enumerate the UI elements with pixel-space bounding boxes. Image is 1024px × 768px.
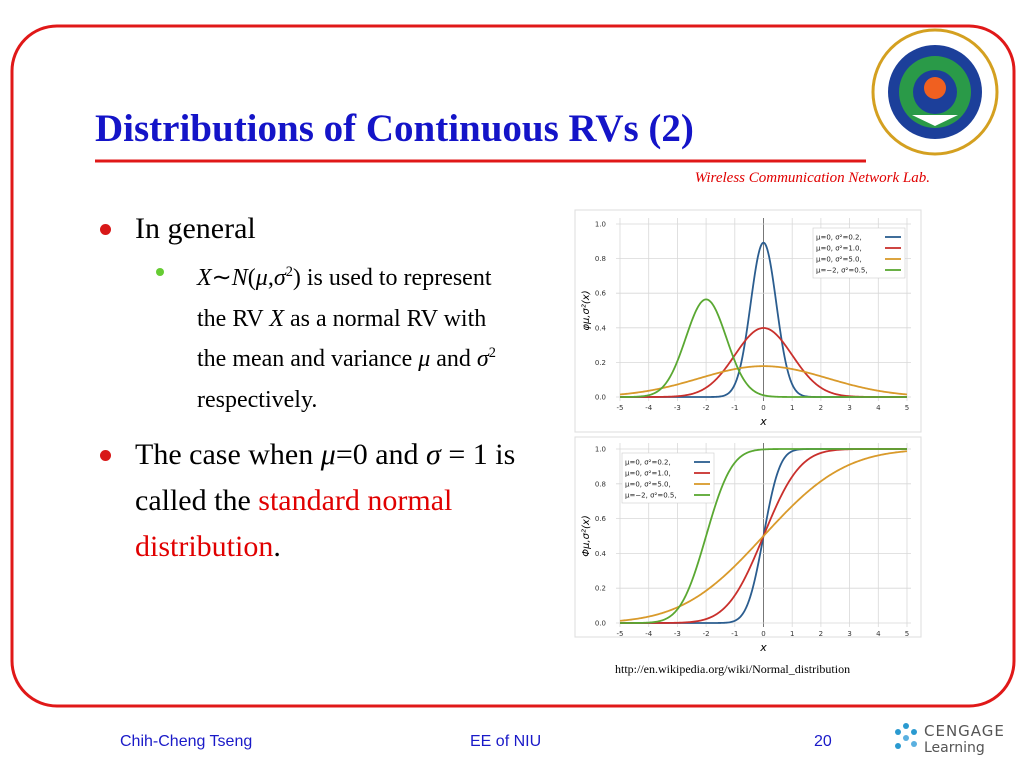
x-tick-label: -5 bbox=[617, 630, 624, 638]
bullet: X∼N(μ,σ2) is used to represent the RV X … bbox=[156, 258, 502, 420]
x-tick-label: -3 bbox=[674, 404, 681, 412]
bullet-text: . bbox=[273, 530, 281, 563]
figure: -5 -4 -3 -2 -1 0 1 2 3 4 5 0.0 0.2 0.4 0.6 0.8 1.0 x Φμ,σ²… bbox=[574, 436, 922, 654]
legend-label: μ=0, σ²=5.0, bbox=[816, 256, 862, 264]
x-tick-label: -1 bbox=[731, 404, 738, 412]
x-tick-label: 2 bbox=[819, 630, 823, 638]
curve bbox=[620, 448, 907, 624]
x-tick-label: -4 bbox=[645, 630, 653, 638]
logo-subtext: Learning bbox=[924, 740, 985, 756]
bullet-text: =0 and bbox=[335, 438, 427, 471]
x-tick-label: -1 bbox=[731, 630, 738, 638]
y-tick-label: 0.0 bbox=[595, 394, 606, 402]
x-tick-label: -4 bbox=[645, 404, 653, 412]
y-tick-label: 0.8 bbox=[595, 480, 606, 488]
bullet-text: μ bbox=[418, 346, 431, 372]
footer-page: 20 bbox=[814, 733, 832, 750]
bullet-text: , bbox=[267, 265, 274, 291]
bullet-text: as a normal RV with the mean and varianc… bbox=[197, 305, 487, 373]
x-tick-label: 1 bbox=[790, 404, 794, 412]
bullet-text: standard normal distribution bbox=[135, 484, 453, 563]
bullet-text: In general bbox=[135, 212, 256, 245]
university-logo bbox=[871, 28, 999, 156]
legend-label: μ=0, σ²=0.2, bbox=[816, 234, 862, 242]
x-tick-label: 5 bbox=[905, 404, 909, 412]
bullet-text: = 1 is called the bbox=[135, 438, 516, 517]
x-tick-label: 4 bbox=[876, 630, 881, 638]
x-tick-label: 2 bbox=[819, 404, 823, 412]
y-tick-label: 0.0 bbox=[595, 620, 606, 628]
bullet-list: In general X∼N(μ,σ2) is used to represent… bbox=[100, 206, 530, 576]
legend-label: μ=0, σ²=1.0, bbox=[816, 245, 862, 253]
bullet-text: and bbox=[430, 346, 477, 372]
x-tick-label: 4 bbox=[876, 404, 881, 412]
y-tick-label: 0.2 bbox=[595, 359, 606, 367]
bullet-text: ) is used to represent the RV bbox=[197, 265, 492, 332]
bullet: The case when μ=0 and σ = 1 is called th… bbox=[100, 432, 520, 570]
x-axis-label: x bbox=[759, 641, 767, 654]
y-tick-label: 0.4 bbox=[595, 324, 607, 332]
bullet-text: 2 bbox=[488, 345, 496, 361]
figure: -5 -4 -3 -2 -1 0 1 2 3 4 5 0.0 0.2 0.4 0.6 0.8 1.0 x φμ,σ²… bbox=[574, 209, 922, 433]
legend-label: μ=0, σ²=0.2, bbox=[625, 459, 671, 467]
curve bbox=[619, 365, 908, 396]
bullet-text: X bbox=[269, 305, 284, 332]
y-axis-label: φμ,σ²(x) bbox=[581, 290, 592, 330]
bullet-text: μ bbox=[320, 438, 336, 471]
bullet: In general bbox=[100, 206, 520, 252]
y-tick-label: 0.8 bbox=[595, 255, 606, 263]
x-tick-label: 0 bbox=[761, 630, 765, 638]
y-tick-label: 1.0 bbox=[595, 221, 606, 229]
legend-label: μ=−2, σ²=0.5, bbox=[625, 492, 677, 500]
x-tick-label: -5 bbox=[617, 404, 624, 412]
bullet-text: σ bbox=[476, 346, 489, 372]
x-tick-label: 0 bbox=[761, 404, 765, 412]
bullet-text: μ bbox=[255, 265, 268, 291]
slide-border bbox=[10, 24, 1016, 708]
bullet-text: σ bbox=[426, 438, 441, 471]
curve bbox=[619, 450, 908, 622]
cengage-mark bbox=[895, 723, 917, 749]
x-axis-label: x bbox=[759, 415, 767, 428]
curve bbox=[620, 298, 907, 398]
x-tick-label: 5 bbox=[905, 630, 909, 638]
x-tick-label: 3 bbox=[847, 630, 851, 638]
x-tick-label: -3 bbox=[674, 630, 681, 638]
bullet-text: ( bbox=[247, 265, 256, 291]
bullet-text: The case when bbox=[135, 438, 321, 471]
y-axis-label: Φμ,σ²(x) bbox=[581, 515, 592, 556]
bullet-text: σ bbox=[273, 265, 286, 291]
bullet-text: X bbox=[197, 265, 212, 291]
y-tick-label: 0.4 bbox=[595, 550, 607, 558]
logo-text: CENGAGE bbox=[924, 722, 1005, 740]
legend-label: μ=0, σ²=5.0, bbox=[625, 481, 671, 489]
bullet-text: respectively. bbox=[197, 386, 318, 413]
bullet-text: ∼ bbox=[211, 265, 232, 291]
footer-course: EE of NIU bbox=[470, 733, 542, 750]
legend-label: μ=0, σ²=1.0, bbox=[625, 470, 671, 478]
x-tick-label: -2 bbox=[703, 630, 710, 638]
slide-title: Distributions of Continuous RVs (2) bbox=[95, 107, 694, 150]
lab-name: Wireless Communication Network Lab. bbox=[694, 170, 930, 186]
y-tick-label: 1.0 bbox=[595, 446, 606, 454]
x-tick-label: 1 bbox=[790, 630, 794, 638]
x-tick-label: 3 bbox=[847, 404, 851, 412]
y-tick-label: 0.6 bbox=[595, 515, 607, 523]
footer-author: Chih-Cheng Tseng bbox=[120, 733, 253, 750]
bullet-text: 2 bbox=[285, 264, 293, 280]
y-tick-label: 0.6 bbox=[595, 290, 607, 298]
bullet-text: N bbox=[231, 265, 248, 291]
x-tick-label: -2 bbox=[703, 404, 710, 412]
legend-label: μ=−2, σ²=0.5, bbox=[816, 267, 868, 275]
source-url: http://en.wikipedia.org/wiki/Normal_dist… bbox=[615, 662, 851, 676]
y-tick-label: 0.2 bbox=[595, 585, 606, 593]
